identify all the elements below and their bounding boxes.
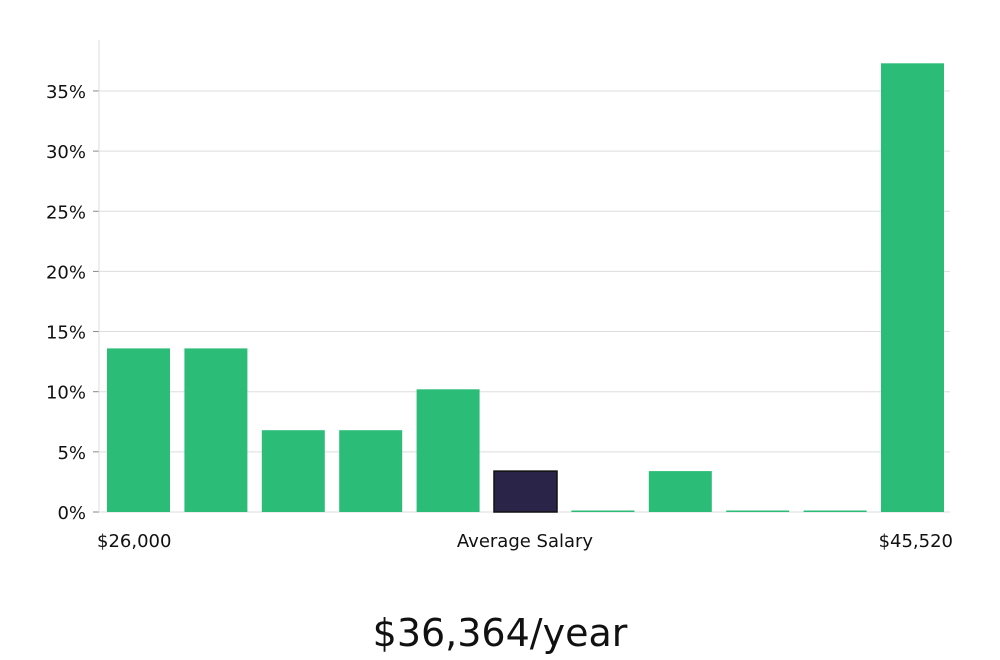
bar bbox=[416, 389, 480, 512]
x-label-center: Average Salary bbox=[457, 531, 594, 552]
bar bbox=[107, 348, 170, 512]
y-tick-label: 20% bbox=[46, 262, 86, 283]
y-tick-label: 15% bbox=[46, 323, 86, 344]
bar bbox=[339, 430, 403, 512]
y-tick-label: 5% bbox=[57, 443, 86, 464]
bar bbox=[726, 510, 790, 512]
x-label-min: $26,000 bbox=[97, 531, 171, 552]
bar bbox=[184, 348, 248, 512]
y-tick-label: 10% bbox=[46, 383, 86, 404]
bar bbox=[803, 510, 867, 512]
bar-highlight bbox=[493, 470, 558, 513]
bar bbox=[881, 63, 944, 513]
y-tick-label: 25% bbox=[46, 202, 86, 223]
bar bbox=[261, 430, 325, 512]
y-tick-label: 35% bbox=[46, 82, 86, 103]
x-label-max: $45,520 bbox=[879, 531, 953, 552]
y-tick-label: 30% bbox=[46, 142, 86, 163]
average-salary-value: $36,364/year bbox=[372, 611, 628, 655]
bars bbox=[107, 63, 944, 513]
salary-histogram: 0% 5% 10% 15% 20% 25% 30% 35% $26,000 Average S… bbox=[46, 40, 953, 552]
y-tick-label: 0% bbox=[57, 503, 86, 524]
y-axis-ticks: 0% 5% 10% 15% 20% 25% 30% 35% bbox=[46, 82, 99, 524]
bar bbox=[648, 471, 712, 512]
bar bbox=[571, 510, 635, 512]
